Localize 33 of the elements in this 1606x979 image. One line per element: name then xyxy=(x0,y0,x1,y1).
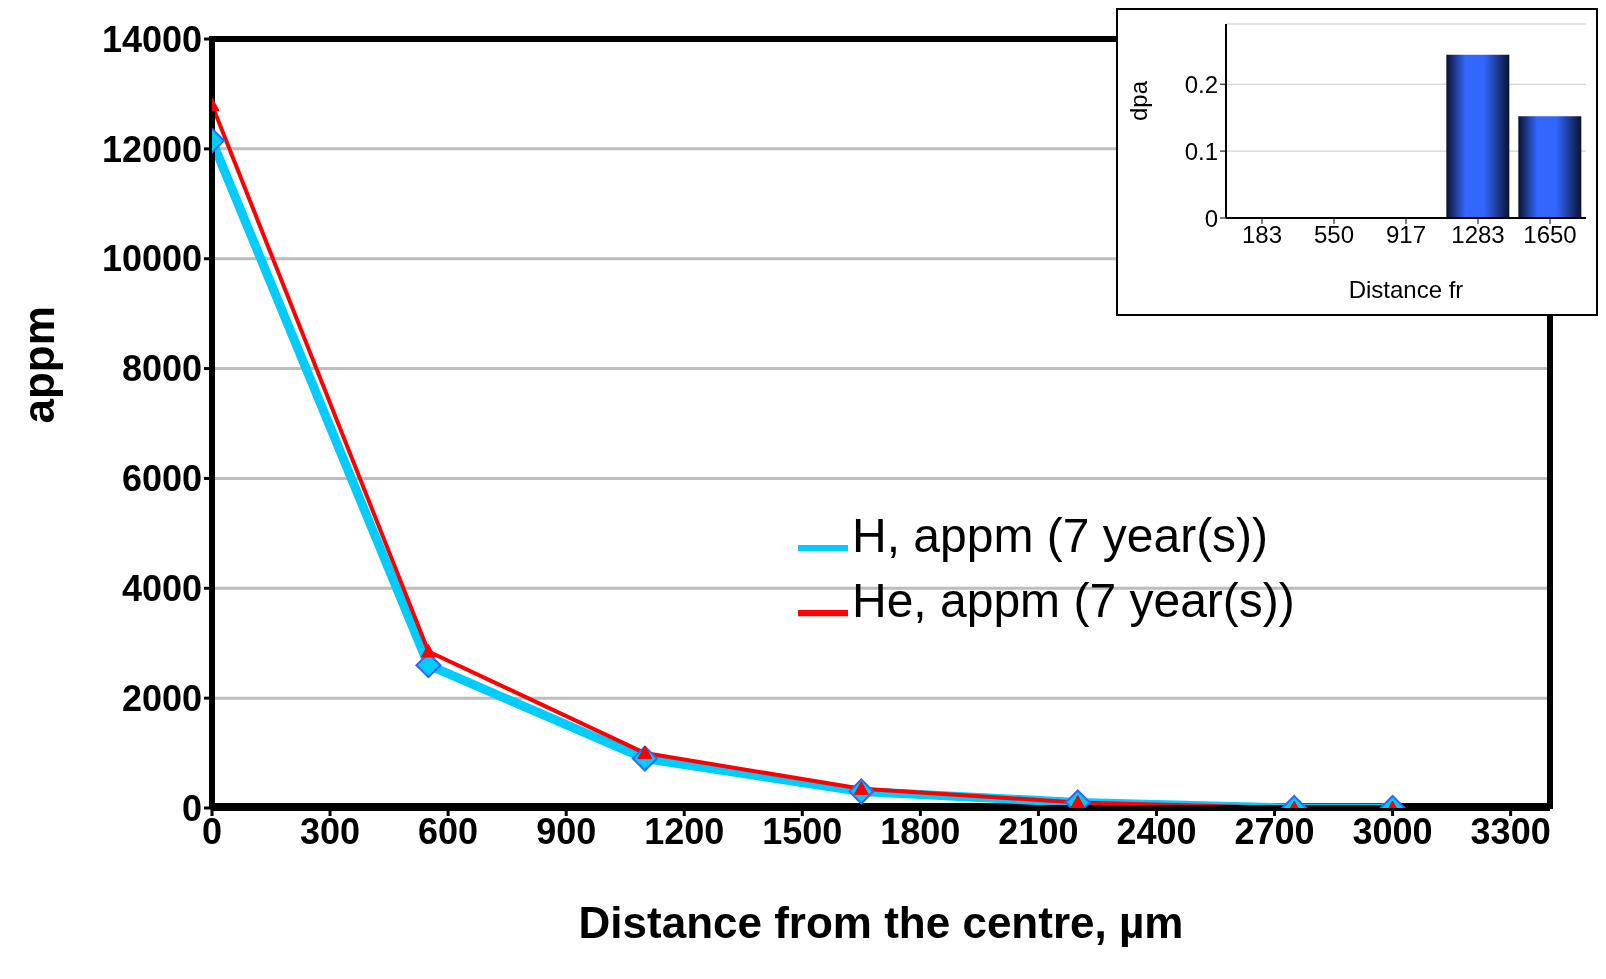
y-tick-label: 10000 xyxy=(101,238,202,280)
legend-label: H, appm (7 year(s)) xyxy=(852,509,1269,562)
x-tick-label: 300 xyxy=(300,810,361,852)
y-tick-label: 14000 xyxy=(101,18,202,60)
x-tick-label: 600 xyxy=(418,810,479,852)
x-tick-label: 2400 xyxy=(1116,810,1197,852)
y-axis-title: appm xyxy=(13,306,63,424)
y-tick-label: 6000 xyxy=(121,458,202,500)
y-tick-label: 12000 xyxy=(101,128,202,170)
y-tick-label: 8000 xyxy=(121,348,202,390)
legend-label: He, appm (7 year(s)) xyxy=(852,573,1295,627)
x-tick-label: 550 xyxy=(1313,221,1355,249)
x-tick-label: 900 xyxy=(536,810,597,852)
x-axis-title: Distance from the centre, µm xyxy=(578,898,1184,947)
x-tick-label: 1650 xyxy=(1523,221,1577,249)
x-tick-label: 3300 xyxy=(1470,810,1551,852)
x-tick-label: 3000 xyxy=(1352,810,1433,852)
y-tick-label: 4000 xyxy=(121,568,202,610)
y-tick-label: 0.2 xyxy=(1184,70,1218,98)
x-tick-label: 1800 xyxy=(880,810,961,852)
x-tick-label: 917 xyxy=(1385,221,1427,249)
x-axis-title: Distance fr xyxy=(1348,276,1464,303)
x-tick-label: 2100 xyxy=(998,810,1079,852)
y-axis-title: dpa xyxy=(1124,80,1152,121)
y-tick-label: 2000 xyxy=(121,677,202,719)
x-tick-label: 1500 xyxy=(762,810,843,852)
y-tick-label: 0.1 xyxy=(1184,137,1218,165)
x-tick-label: 183 xyxy=(1241,221,1283,249)
x-tick-label: 1283 xyxy=(1451,221,1505,249)
x-tick-label: 2700 xyxy=(1234,810,1315,852)
point xyxy=(420,643,436,658)
x-tick-label: 1200 xyxy=(644,810,725,852)
y-tick-label: 0 xyxy=(1204,204,1218,232)
